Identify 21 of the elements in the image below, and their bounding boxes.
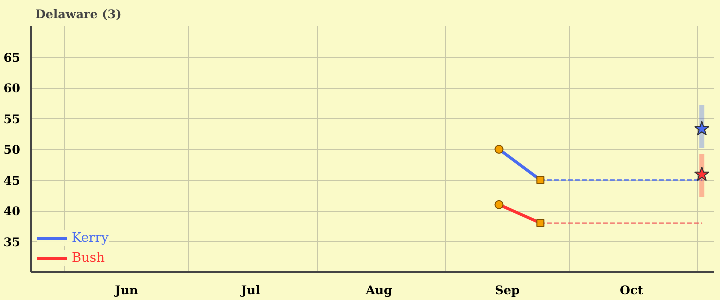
point — [536, 219, 545, 228]
x-tick-label: Jun — [114, 284, 139, 298]
x-tick-label: Oct — [620, 284, 644, 298]
x-tick-label: Sep — [495, 284, 520, 298]
point — [694, 166, 710, 182]
point — [694, 121, 710, 136]
x-tick-label: Aug — [364, 284, 394, 298]
point — [494, 145, 504, 154]
legend-label: Kerry — [72, 230, 109, 246]
y-tick-label: 35 — [4, 235, 21, 250]
x-tick-label: Jul — [240, 284, 261, 298]
point — [536, 176, 545, 184]
legend-label: Bush — [72, 250, 105, 266]
y-tick-label: 50 — [4, 143, 21, 157]
point — [494, 200, 504, 210]
y-tick-label: 45 — [4, 174, 21, 188]
y-tick-label: 65 — [4, 50, 21, 65]
y-tick-label: 60 — [4, 82, 21, 96]
chart-title: Delaware (3) — [36, 8, 122, 22]
y-tick-label: 40 — [4, 204, 21, 218]
y-tick-label: 55 — [4, 112, 21, 126]
